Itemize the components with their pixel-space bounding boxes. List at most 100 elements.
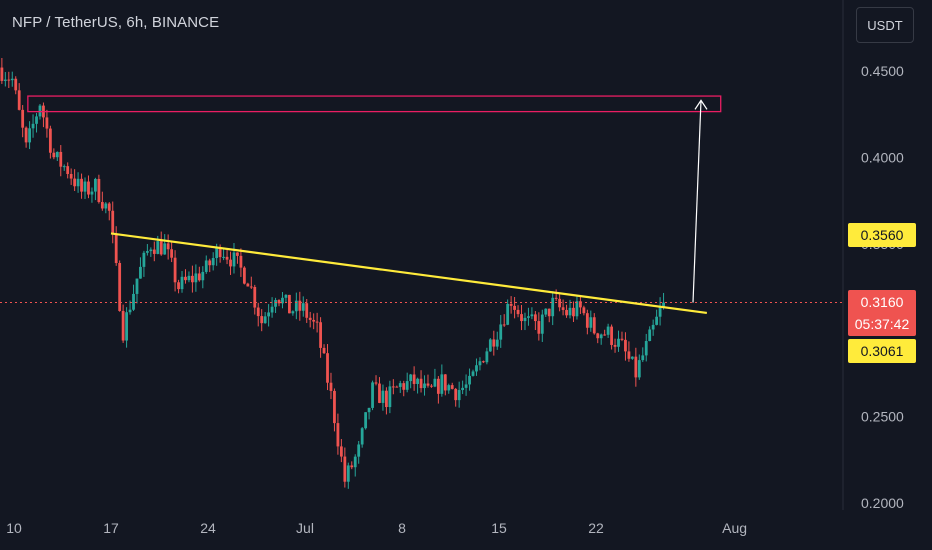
candle-body xyxy=(270,306,274,313)
candle xyxy=(7,71,11,88)
candle-body xyxy=(395,386,399,388)
candle-body xyxy=(208,260,212,266)
target-price-label-bg xyxy=(848,223,916,247)
candle xyxy=(242,266,246,285)
candle xyxy=(405,372,409,393)
candle xyxy=(184,269,187,284)
candle-body xyxy=(644,341,648,356)
candle-body xyxy=(385,390,388,408)
candlesticks-group xyxy=(0,57,665,489)
candle-body xyxy=(565,309,568,316)
candle xyxy=(412,366,416,391)
candle xyxy=(364,412,368,430)
candle xyxy=(346,462,350,489)
arrow-head-icon xyxy=(694,99,708,110)
candle xyxy=(360,427,364,448)
candle xyxy=(159,231,163,256)
candle-body xyxy=(430,385,433,387)
candle xyxy=(579,295,582,314)
candle-body xyxy=(516,309,520,315)
candle-body xyxy=(17,90,21,110)
x-tick-label: 22 xyxy=(588,520,604,536)
candle-body xyxy=(159,241,163,255)
candle xyxy=(69,168,73,185)
candle-body xyxy=(3,79,7,81)
candle xyxy=(627,341,631,362)
candle xyxy=(97,174,101,204)
candle xyxy=(270,297,274,318)
candle-body xyxy=(447,385,451,391)
candle xyxy=(457,381,461,408)
candle-body xyxy=(256,307,260,317)
candle xyxy=(125,307,128,348)
candle xyxy=(229,251,232,275)
candle xyxy=(350,461,354,470)
descending-trendline[interactable] xyxy=(110,232,708,315)
candle-body xyxy=(215,247,219,259)
candle xyxy=(520,304,523,331)
candle xyxy=(613,338,617,353)
candle xyxy=(114,226,118,266)
candle xyxy=(80,173,83,199)
candle xyxy=(111,201,115,244)
candle-body xyxy=(187,275,191,281)
candle xyxy=(572,301,575,323)
candle-body xyxy=(260,316,264,324)
candle-body xyxy=(121,310,125,341)
support-price-label: 0.3061 xyxy=(848,339,916,363)
candle xyxy=(436,376,440,404)
candle-body xyxy=(52,152,56,158)
candle-body xyxy=(346,465,350,482)
candle-body xyxy=(315,321,319,323)
candle xyxy=(443,374,447,396)
currency-button[interactable]: USDT xyxy=(856,7,914,43)
candle xyxy=(533,311,537,331)
candle xyxy=(232,243,236,274)
candle-body xyxy=(66,166,70,174)
candle-body xyxy=(488,339,492,352)
candle xyxy=(298,291,302,321)
target-zone-rectangle[interactable] xyxy=(27,95,722,113)
candle xyxy=(343,447,347,488)
candle xyxy=(14,76,18,95)
candle-body xyxy=(641,355,645,361)
candle xyxy=(225,250,229,265)
candle-body xyxy=(194,273,198,283)
candle xyxy=(121,304,125,343)
candle-body xyxy=(73,178,77,187)
symbol-title[interactable]: NFP / TetherUS, 6h, BINANCE xyxy=(12,14,220,31)
candle-body xyxy=(495,339,499,347)
candle-body xyxy=(114,234,118,263)
target-arrow[interactable] xyxy=(692,99,708,303)
candle xyxy=(509,296,513,314)
candle-body xyxy=(416,378,419,384)
candle xyxy=(464,374,468,396)
candle xyxy=(513,296,516,319)
y-tick-label: 0.2000 xyxy=(861,495,904,511)
candle xyxy=(260,309,264,332)
candle-body xyxy=(263,316,267,324)
candle xyxy=(21,105,25,138)
candle-body xyxy=(350,465,354,468)
candle-body xyxy=(191,275,194,283)
candle xyxy=(94,177,97,201)
candle xyxy=(118,260,122,312)
candle xyxy=(62,164,66,171)
candle xyxy=(197,266,201,282)
candle-body xyxy=(305,303,309,318)
candle-body xyxy=(163,243,167,255)
candle xyxy=(107,202,111,221)
candle-body xyxy=(45,117,49,129)
candle-body xyxy=(333,390,336,424)
candle xyxy=(381,384,385,411)
candle-body xyxy=(364,412,368,429)
candle-body xyxy=(613,344,617,347)
candle-body xyxy=(170,249,174,258)
candle xyxy=(589,310,593,332)
candle xyxy=(651,319,655,336)
candle xyxy=(66,162,70,179)
candle-body xyxy=(55,151,59,158)
candle-body xyxy=(149,249,153,252)
candle xyxy=(540,309,544,342)
